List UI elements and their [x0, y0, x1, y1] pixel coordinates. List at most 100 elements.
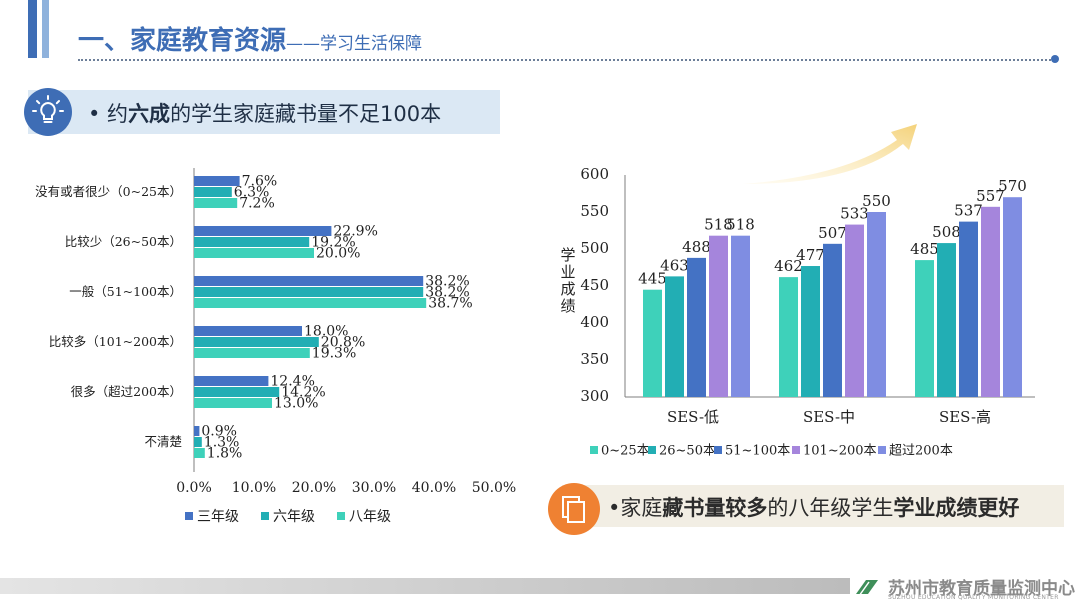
bar-八年级-2: [194, 298, 427, 308]
legend-label: 六年级: [273, 509, 315, 525]
legend-swatch-3: [792, 446, 800, 454]
data-label: 507: [818, 224, 847, 242]
bar-26~50本-1: [801, 266, 820, 397]
y-tick-label: 300: [580, 387, 609, 405]
bar-101~200本-2: [981, 206, 1000, 397]
organization-name-en: SUZHOU EDUCATION QUALITY MONITORING CENT…: [888, 594, 1059, 601]
y-tick-label: 350: [580, 350, 609, 368]
bar-八年级-0: [194, 198, 238, 208]
lightbulb-icon: [24, 88, 72, 136]
data-label: 508: [932, 223, 961, 241]
category-label: SES-中: [803, 408, 855, 426]
bar-八年级-4: [194, 398, 272, 408]
bar-51~100本-0: [687, 257, 706, 397]
bar-六年级-0: [194, 187, 232, 197]
bar-八年级-1: [194, 248, 314, 258]
category-label: 没有或者很少（0~25本）: [35, 184, 182, 199]
legend-swatch-0: [185, 512, 193, 520]
legend-label: 三年级: [197, 509, 239, 525]
data-label: 13.0%: [274, 396, 318, 412]
data-label: 20.0%: [316, 246, 360, 262]
data-label: 7.6%: [242, 174, 278, 190]
category-label: 不清楚: [144, 434, 182, 449]
bar-三年级-5: [194, 426, 200, 436]
category-label: 一般（51~100本）: [69, 284, 182, 299]
data-label: 6.3%: [234, 185, 270, 201]
x-tick-label: 20.0%: [292, 480, 336, 496]
finding2-highlight-books: 藏书量较多: [662, 496, 768, 520]
bar-三年级-2: [194, 276, 424, 286]
data-label: 19.3%: [312, 346, 356, 362]
data-label: 550: [862, 192, 891, 210]
title-divider-dot: [1051, 55, 1059, 63]
legend-label: 101~200本: [803, 444, 877, 459]
data-label: 38.7%: [428, 296, 472, 312]
organization-name: 苏州市教育质量监测中心: [888, 579, 1075, 599]
data-label: 518: [704, 216, 733, 234]
page-title-sub: ——学习生活保障: [286, 34, 423, 54]
bar-超过200本-2: [1003, 197, 1022, 397]
category-label: 很多（超过200本）: [71, 384, 182, 399]
data-label: 463: [660, 256, 689, 274]
finding-banner-books: [28, 90, 500, 134]
data-label: 485: [910, 240, 939, 258]
data-label: 19.2%: [311, 235, 355, 251]
legend-swatch-1: [261, 512, 269, 520]
bar-0~25本-0: [643, 289, 662, 397]
bar-八年级-3: [194, 348, 310, 358]
data-label: 20.8%: [321, 335, 365, 351]
legend-label: 八年级: [349, 509, 391, 525]
bar-51~100本-2: [959, 221, 978, 397]
data-label: 38.2%: [425, 285, 469, 301]
y-tick-label: 500: [580, 239, 609, 257]
data-label: 445: [638, 270, 667, 288]
data-label: 537: [954, 202, 983, 220]
data-label: 18.0%: [304, 324, 348, 340]
legend-swatch-2: [337, 512, 345, 520]
bar-26~50本-2: [937, 243, 956, 397]
data-label: 518: [726, 216, 755, 234]
document-icon: [548, 483, 600, 535]
data-label: 22.9%: [333, 224, 377, 240]
category-label: SES-高: [939, 408, 991, 426]
legend-label: 51~100本: [725, 444, 790, 459]
x-tick-label: 50.0%: [472, 480, 516, 496]
bar-六年级-3: [194, 337, 319, 347]
legend-label: 超过200本: [889, 444, 953, 459]
data-label: 12.4%: [270, 374, 314, 390]
legend-swatch-0: [590, 446, 598, 454]
data-label: 38.2%: [425, 274, 469, 290]
data-label: 1.8%: [207, 446, 243, 462]
x-tick-label: 30.0%: [352, 480, 396, 496]
bar-六年级-1: [194, 237, 310, 247]
y-tick-label: 450: [580, 276, 609, 294]
finding-prefix: • 约: [88, 102, 129, 126]
bar-六年级-4: [194, 387, 280, 397]
bar-26~50本-0: [665, 276, 684, 397]
y-tick-label: 550: [580, 202, 609, 220]
footer-band: [0, 578, 850, 594]
finding2-middle: 的八年级学生: [767, 496, 894, 520]
header-accent-bar-dark: [28, 0, 37, 58]
page-title-main: 一、家庭教育资源: [78, 26, 287, 56]
page-title: 一、家庭教育资源——学习生活保障: [78, 20, 422, 57]
x-tick-label: 40.0%: [412, 480, 456, 496]
trend-arrow-icon: [743, 124, 917, 184]
y-tick-label: 400: [580, 313, 609, 331]
data-label: 0.9%: [201, 424, 237, 440]
finding-text-books: • 约六成的学生家庭藏书量不足100本: [88, 98, 441, 128]
legend-swatch-2: [714, 446, 722, 454]
category-label: 比较少（26~50本）: [65, 234, 182, 249]
legend-label: 26~50本: [659, 444, 716, 459]
header-accent-bar-light: [42, 0, 49, 58]
bar-超过200本-1: [867, 212, 886, 397]
bar-101~200本-0: [709, 235, 728, 397]
bar-超过200本-0: [731, 235, 750, 397]
legend-swatch-4: [878, 446, 886, 454]
bar-三年级-0: [194, 176, 240, 186]
data-label: 14.2%: [281, 385, 325, 401]
y-tick-label: 600: [580, 165, 609, 183]
bar-0~25本-2: [915, 260, 934, 397]
bar-51~100本-1: [823, 243, 842, 397]
